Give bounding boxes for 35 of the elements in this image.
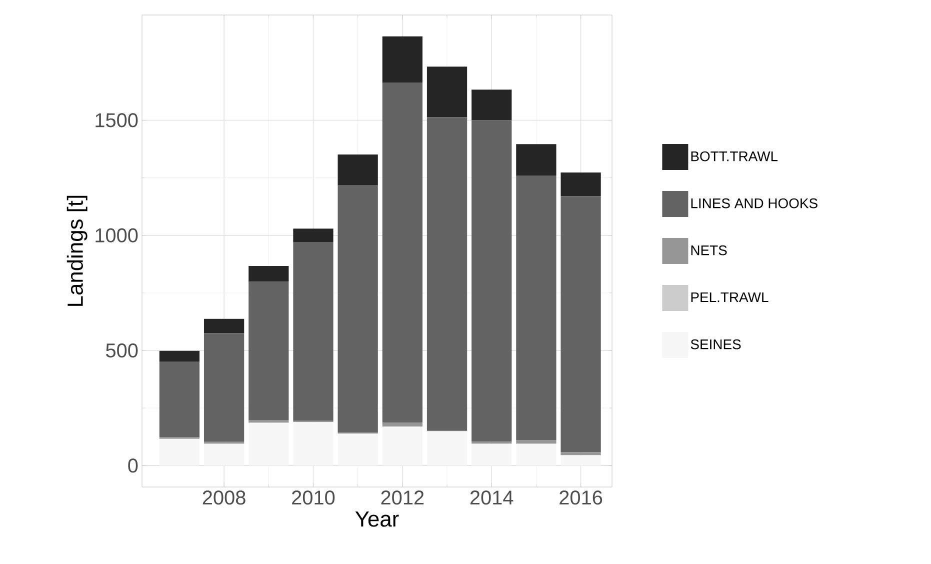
legend-label: LINES AND HOOKS: [691, 198, 818, 208]
bar: [248, 420, 289, 423]
x-axis-title: Year: [355, 511, 399, 527]
bar: [560, 196, 601, 452]
bar: [382, 36, 422, 82]
y-axis-title: Landings [t]: [66, 196, 88, 306]
x-tick-label: 2008: [202, 490, 246, 505]
x-tick-label: 2014: [470, 490, 514, 505]
x-tick-label: 2012: [381, 490, 424, 505]
bar: [516, 175, 556, 440]
x-tick-label: 2010: [292, 490, 335, 505]
bar: [516, 440, 556, 444]
legend-label: NETS: [691, 245, 727, 256]
bar: [248, 282, 289, 420]
bar: [516, 144, 556, 176]
legend-label: BOTT.TRAWL: [691, 151, 778, 162]
legend-label: SEINES: [690, 339, 741, 350]
bar: [472, 120, 512, 442]
y-tick-label: 0: [128, 458, 138, 473]
bar: [204, 318, 244, 334]
legend-label: PEL.TRAWL: [691, 292, 768, 302]
bar: [472, 90, 512, 120]
bar: [248, 266, 289, 282]
bar: [204, 333, 244, 442]
bar: [560, 172, 601, 196]
y-tick-label: 1500: [96, 113, 138, 128]
bar: [426, 66, 468, 118]
bar: [159, 350, 200, 362]
y-tick-label: 1000: [96, 228, 138, 242]
bar: [338, 154, 378, 186]
y-tick-label: 500: [106, 343, 138, 358]
bar: [293, 228, 334, 242]
bar: [382, 82, 422, 423]
bar: [382, 422, 422, 426]
x-tick-label: 2016: [560, 490, 602, 505]
